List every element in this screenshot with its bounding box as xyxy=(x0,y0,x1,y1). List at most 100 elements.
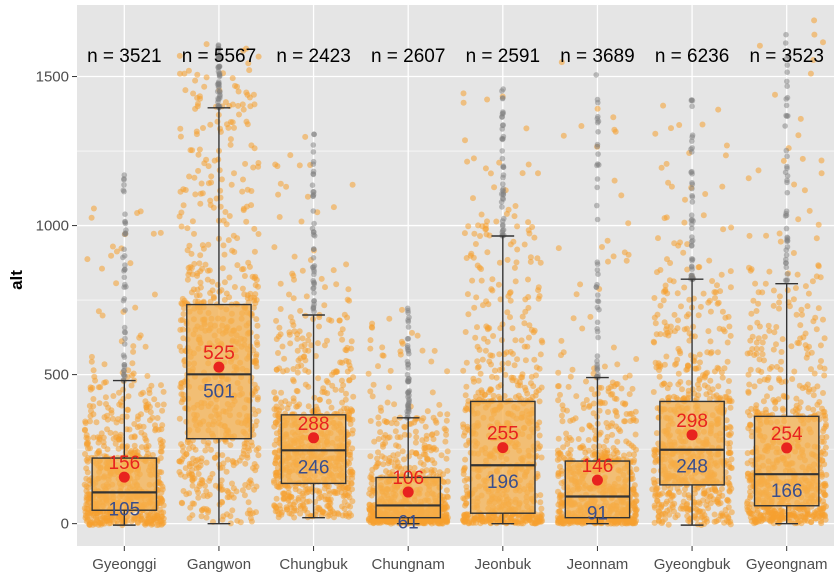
data-point xyxy=(205,163,212,170)
data-point xyxy=(528,380,534,387)
data-point xyxy=(691,354,698,361)
data-point xyxy=(132,304,139,311)
data-point xyxy=(191,174,198,181)
data-point xyxy=(609,391,616,397)
data-point xyxy=(205,439,212,446)
outlier-point xyxy=(121,176,127,183)
data-point xyxy=(249,510,256,517)
data-point xyxy=(253,316,260,323)
data-point xyxy=(422,423,429,430)
data-point xyxy=(328,404,335,411)
data-point xyxy=(292,486,299,493)
data-point xyxy=(512,394,519,401)
outlier-point xyxy=(405,379,411,385)
outlier-point xyxy=(311,263,318,269)
data-point xyxy=(558,352,564,359)
data-point xyxy=(475,363,482,370)
data-point xyxy=(344,344,351,351)
data-point xyxy=(275,191,282,198)
data-point xyxy=(519,313,526,320)
data-point xyxy=(210,295,217,302)
outlier-point xyxy=(122,335,128,342)
data-point xyxy=(558,59,565,66)
outlier-point xyxy=(311,131,317,138)
data-point xyxy=(349,408,355,415)
data-point xyxy=(534,519,541,526)
data-point xyxy=(612,454,619,461)
data-point xyxy=(718,369,725,376)
data-point xyxy=(294,403,301,410)
data-point xyxy=(685,379,692,386)
data-point xyxy=(144,373,151,379)
data-point xyxy=(380,352,387,359)
data-point xyxy=(684,500,691,507)
data-point xyxy=(527,254,534,261)
data-point xyxy=(131,433,138,440)
outlier-point xyxy=(594,141,601,148)
data-point xyxy=(486,358,493,365)
data-point xyxy=(444,411,451,418)
data-point xyxy=(585,437,592,443)
data-point xyxy=(601,400,608,406)
data-point xyxy=(564,441,571,447)
data-point xyxy=(304,193,311,200)
data-point xyxy=(424,456,431,463)
data-point xyxy=(177,317,184,324)
data-point xyxy=(590,400,597,407)
data-point xyxy=(99,312,106,319)
data-point xyxy=(277,306,284,312)
data-point xyxy=(95,439,102,446)
outlier-point xyxy=(121,324,128,331)
data-point xyxy=(717,288,724,295)
data-point xyxy=(375,449,381,456)
data-point xyxy=(95,308,102,315)
outlier-point xyxy=(594,216,601,223)
data-point xyxy=(412,439,419,446)
data-point xyxy=(560,454,567,461)
data-point xyxy=(84,256,91,263)
outlier-point xyxy=(121,371,127,378)
data-point xyxy=(197,200,204,207)
data-point xyxy=(512,203,519,209)
data-point xyxy=(650,389,657,395)
data-point xyxy=(724,496,731,503)
data-point xyxy=(478,277,485,284)
data-point xyxy=(609,379,616,386)
data-point xyxy=(371,438,378,445)
data-point xyxy=(603,420,610,426)
data-point xyxy=(338,387,345,393)
data-point xyxy=(159,407,166,414)
data-point xyxy=(255,231,262,237)
outlier-point xyxy=(500,189,507,195)
data-point xyxy=(216,167,223,174)
data-point xyxy=(389,471,396,478)
data-point xyxy=(714,282,720,289)
data-point xyxy=(290,295,297,302)
data-point xyxy=(554,456,561,463)
data-point xyxy=(429,431,436,438)
data-point xyxy=(321,492,328,499)
data-point xyxy=(631,451,637,458)
data-point xyxy=(101,361,108,368)
data-point xyxy=(626,372,633,379)
outlier-point xyxy=(121,363,128,370)
data-point xyxy=(384,399,391,406)
data-point xyxy=(189,482,196,489)
data-point xyxy=(276,365,283,372)
data-point xyxy=(650,467,657,474)
data-point xyxy=(83,518,90,525)
data-point xyxy=(686,296,693,303)
data-point xyxy=(253,418,260,425)
data-point xyxy=(159,498,165,505)
data-point xyxy=(387,367,394,374)
data-point xyxy=(226,274,233,281)
data-point xyxy=(255,163,262,170)
data-point xyxy=(471,517,478,524)
data-point xyxy=(443,417,450,424)
data-point xyxy=(280,368,287,375)
data-point xyxy=(221,279,228,286)
data-point xyxy=(531,356,538,363)
data-point xyxy=(537,351,544,358)
data-point xyxy=(299,335,306,342)
data-point xyxy=(189,147,196,154)
